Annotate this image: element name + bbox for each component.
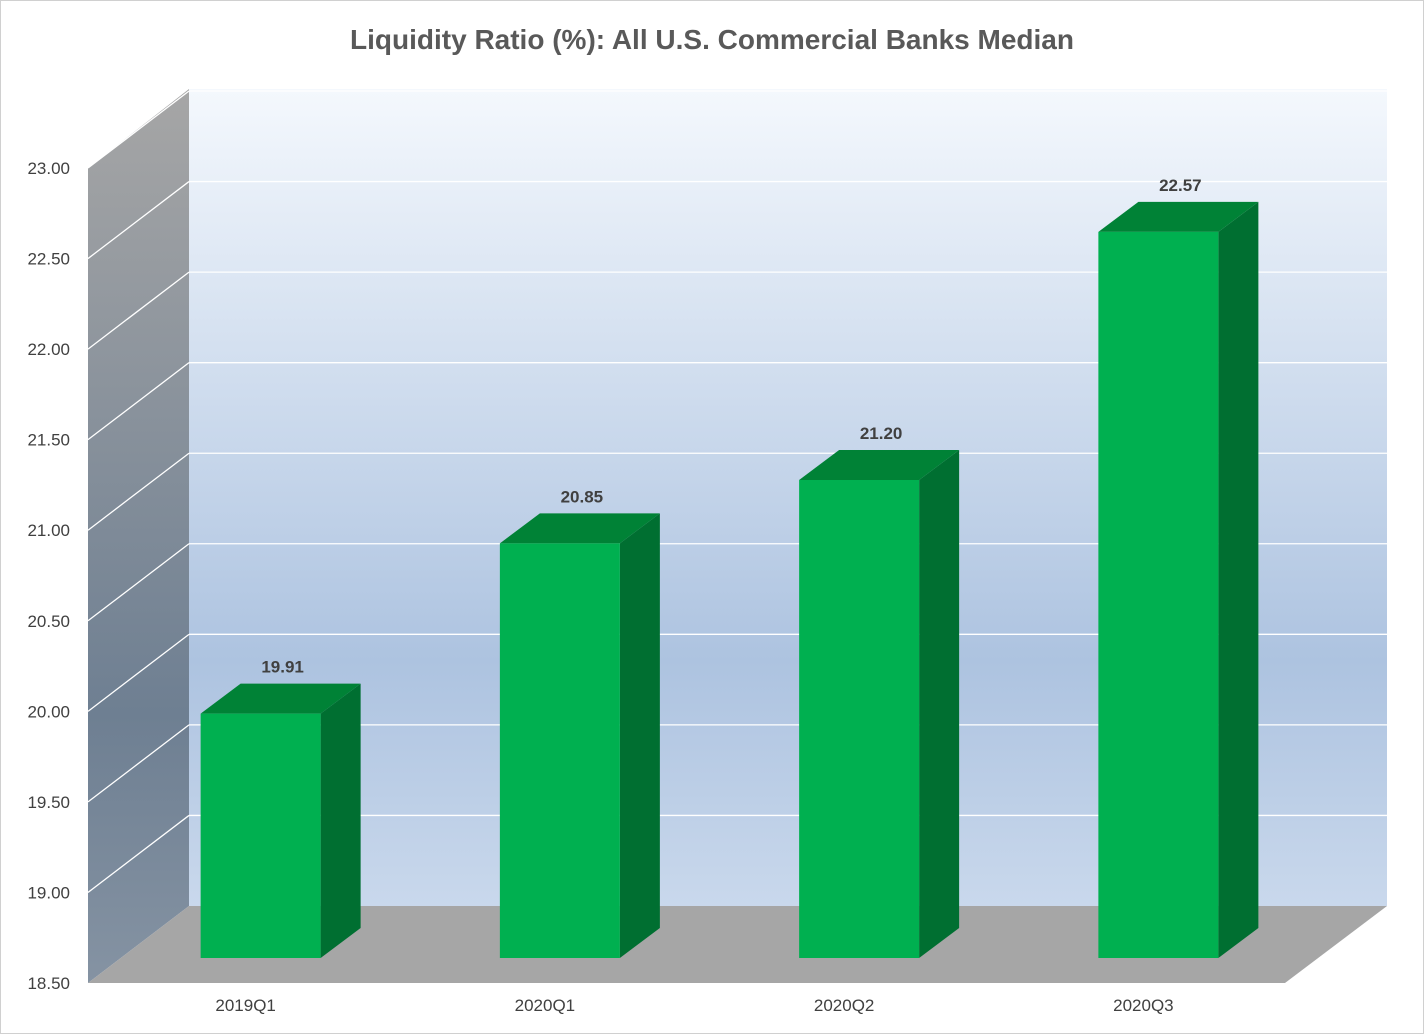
gridline-side [87, 90, 190, 169]
data-label: 19.91 [261, 658, 304, 677]
data-label: 21.20 [860, 424, 903, 443]
gridline-side [87, 724, 190, 803]
x-tick-label: 2020Q2 [814, 996, 875, 1015]
back-wall [189, 89, 1387, 906]
y-tick-label: 23.00 [27, 159, 70, 178]
bar-side [619, 513, 660, 958]
y-tick-label: 21.00 [27, 521, 70, 540]
y-axis: 18.50 19.00 19.50 20.00 20.50 21.00 21.50 22.00… [27, 159, 70, 993]
gridline-side [87, 633, 190, 712]
y-tick-label: 19.50 [27, 793, 70, 812]
bar-top [799, 450, 960, 480]
bar-series [200, 201, 1259, 958]
gridline-side [87, 271, 190, 350]
bar-top [200, 683, 361, 714]
bar-top [1098, 201, 1259, 232]
gridline-side [87, 814, 190, 893]
data-label: 22.57 [1159, 176, 1202, 195]
bar-2020Q3 [1098, 201, 1259, 958]
data-labels: 19.91 20.85 21.20 22.57 [261, 176, 1201, 677]
y-tick-label: 22.00 [27, 340, 70, 359]
gridline-side [87, 362, 190, 441]
bar-2019Q1 [200, 683, 361, 958]
side-wall [88, 89, 189, 983]
bar-front [200, 713, 321, 958]
data-label: 20.85 [561, 487, 604, 506]
bar-side [1218, 201, 1259, 958]
x-tick-label: 2020Q1 [515, 996, 576, 1015]
bar-2020Q2 [799, 450, 960, 958]
bar-side [919, 450, 960, 958]
bar-top [499, 513, 660, 544]
x-tick-label: 2019Q1 [215, 996, 276, 1015]
chart-title: Liquidity Ratio (%): All U.S. Commercial… [350, 24, 1074, 55]
bar-2020Q1 [499, 513, 660, 958]
y-tick-label: 20.50 [27, 612, 70, 631]
y-tick-label: 21.50 [27, 431, 70, 450]
y-tick-label: 19.00 [27, 883, 70, 902]
y-tick-label: 22.50 [27, 250, 70, 269]
y-tick-label: 20.00 [27, 702, 70, 721]
x-axis: 2019Q1 2020Q1 2020Q2 2020Q3 [215, 996, 1173, 1015]
bar-side [320, 683, 361, 958]
gridline-side [87, 181, 190, 260]
x-tick-label: 2020Q3 [1113, 996, 1174, 1015]
gridline-side [87, 543, 190, 622]
gridline-side [87, 452, 190, 531]
bar-front [1098, 231, 1219, 958]
floor [88, 906, 1387, 983]
bar-front [799, 480, 920, 958]
bar-front [499, 543, 620, 958]
y-tick-label: 18.50 [27, 974, 70, 993]
